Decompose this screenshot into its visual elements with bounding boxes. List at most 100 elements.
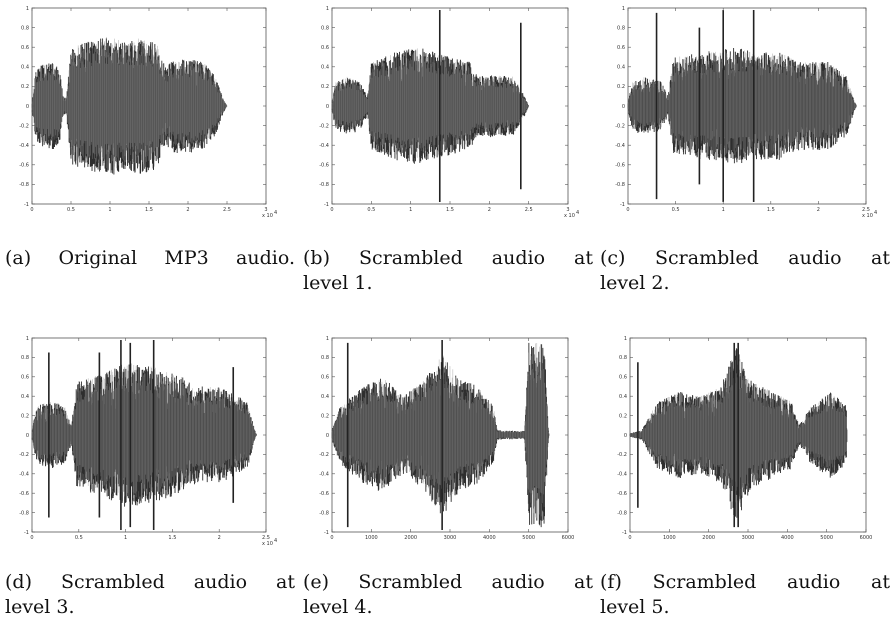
y-tick-label-9: 0.8: [617, 25, 625, 31]
caption-f-line1: (f) Scrambled audio at: [600, 570, 890, 595]
caption-c-line2: level 2.: [600, 272, 670, 294]
x-tick-label-4: 2: [488, 207, 491, 213]
caption-e-text: Scrambled audio at: [358, 571, 593, 593]
caption-b-line2: level 1.: [303, 272, 373, 294]
x-tick-label-6: 3: [264, 207, 267, 213]
y-tick-label-7: 0.4: [21, 65, 29, 71]
y-tick-label-2: -0.6: [615, 163, 625, 169]
y-tick-label-6: 0.2: [21, 413, 29, 419]
y-tick-label-8: 0.6: [21, 45, 29, 51]
x-multiplier-exponent: 4: [576, 210, 579, 216]
x-tick-label-1: 0.5: [367, 207, 375, 213]
y-tick-label-3: -0.4: [19, 472, 29, 478]
y-tick-label-4: -0.2: [319, 452, 329, 458]
x-multiplier: x 10: [862, 213, 873, 219]
y-tick-label-5: 0: [624, 433, 627, 439]
caption-d-text: Scrambled audio at: [61, 571, 296, 593]
x-multiplier-exponent: 4: [274, 210, 277, 216]
y-tick-label-3: -0.4: [615, 143, 625, 149]
x-tick-label-5: 5000: [820, 535, 833, 541]
caption-d-line2: level 3.: [5, 596, 75, 618]
caption-b: (b) Scrambled audio at level 1.: [303, 246, 593, 296]
x-tick-label-1: 0.5: [67, 207, 75, 213]
panel-d: -1 -0.8 -0.6 -0.4 -0.2 0 0.2 0.4 0.6 0.8 1 0 0.5 1 1.5…: [0, 332, 290, 552]
y-tick-label-2: -0.6: [19, 491, 29, 497]
y-tick-label-5: 0: [26, 104, 29, 110]
y-tick-label-9: 0.8: [21, 355, 29, 361]
x-tick-label-3: 1.5: [446, 207, 454, 213]
y-tick-label-9: 0.8: [321, 25, 329, 31]
y-tick-label-0: -1: [324, 202, 329, 208]
caption-c-text: Scrambled audio at: [655, 247, 890, 269]
x-tick-label-6: 6000: [562, 535, 575, 541]
caption-c: (c) Scrambled audio at level 2.: [600, 246, 890, 296]
x-tick-label-1: 1000: [365, 535, 378, 541]
caption-f-tag: (f): [600, 571, 622, 593]
y-tick-label-10: 1: [26, 6, 29, 12]
caption-d: (d) Scrambled audio at level 3.: [5, 570, 295, 620]
x-tick-label-2: 2000: [404, 535, 417, 541]
y-tick-label-5: 0: [326, 104, 329, 110]
x-tick-label-5: 2.5: [223, 207, 231, 213]
x-tick-label-5: 2.5: [525, 207, 533, 213]
x-tick-label-6: 6000: [860, 535, 873, 541]
y-tick-label-9: 0.8: [321, 355, 329, 361]
x-tick-label-2: 2000: [702, 535, 715, 541]
y-tick-label-3: -0.4: [19, 143, 29, 149]
caption-d-line1: (d) Scrambled audio at: [5, 570, 295, 595]
caption-b-tag: (b): [303, 247, 330, 269]
x-tick-label-2: 1: [722, 207, 725, 213]
x-tick-label-0: 0: [628, 535, 631, 541]
x-tick-label-1: 0.5: [75, 535, 83, 541]
panel-f: -1 -0.8 -0.6 -0.4 -0.2 0 0.2 0.4 0.6 0.8 1 0 1000 200…: [600, 332, 890, 552]
caption-e-line2: level 4.: [303, 596, 373, 618]
x-tick-label-3: 1.5: [168, 535, 176, 541]
x-multiplier: x 10: [262, 541, 273, 547]
caption-e-tag: (e): [303, 571, 330, 593]
y-tick-label-6: 0.2: [21, 84, 29, 90]
y-tick-label-1: -0.8: [617, 510, 627, 516]
y-tick-label-10: 1: [326, 6, 329, 12]
x-multiplier-exponent: 4: [874, 210, 877, 216]
x-tick-label-0: 0: [30, 207, 33, 213]
x-tick-label-5: 2.5: [262, 535, 270, 541]
waveform-chart-b: -1 -0.8 -0.6 -0.4 -0.2 0 0.2 0.4 0.6 0.8 1 0 0.5 1 1.5…: [319, 6, 579, 219]
caption-a-text: Original MP3 audio.: [58, 247, 295, 269]
y-tick-label-8: 0.6: [21, 375, 29, 381]
panel-e: -1 -0.8 -0.6 -0.4 -0.2 0 0.2 0.4 0.6 0.8 1 0 1000 200…: [300, 332, 590, 552]
y-tick-label-9: 0.8: [619, 355, 627, 361]
y-tick-label-5: 0: [326, 433, 329, 439]
y-tick-label-5: 0: [26, 433, 29, 439]
x-tick-label-1: 0.5: [672, 207, 680, 213]
y-tick-label-6: 0.2: [321, 84, 329, 90]
y-tick-label-0: -1: [24, 202, 29, 208]
y-tick-label-0: -1: [622, 530, 627, 536]
x-tick-label-0: 0: [30, 535, 33, 541]
waveform-chart-c: -1 -0.8 -0.6 -0.4 -0.2 0 0.2 0.4 0.6 0.8 1 0 0.5 1 1.5…: [615, 6, 877, 219]
y-tick-label-1: -0.8: [19, 182, 29, 188]
x-tick-label-4: 2: [817, 207, 820, 213]
y-tick-label-10: 1: [326, 336, 329, 342]
caption-e-line1: (e) Scrambled audio at: [303, 570, 593, 595]
x-tick-label-1: 1000: [663, 535, 676, 541]
x-tick-label-0: 0: [330, 535, 333, 541]
y-tick-label-7: 0.4: [619, 394, 627, 400]
x-tick-label-3: 1.5: [767, 207, 775, 213]
y-tick-label-10: 1: [624, 336, 627, 342]
y-tick-label-0: -1: [24, 530, 29, 536]
y-tick-label-7: 0.4: [321, 394, 329, 400]
x-tick-label-6: 3: [566, 207, 569, 213]
y-tick-label-0: -1: [620, 202, 625, 208]
caption-f-text: Scrambled audio at: [652, 571, 890, 593]
y-tick-label-8: 0.6: [321, 375, 329, 381]
y-tick-label-4: -0.2: [19, 452, 29, 458]
caption-b-line1: (b) Scrambled audio at: [303, 246, 593, 271]
x-tick-label-2: 1: [409, 207, 412, 213]
waveform-chart-a: -1 -0.8 -0.6 -0.4 -0.2 0 0.2 0.4 0.6 0.8 1 0 0.5 1 1.5…: [19, 6, 277, 219]
panel-c: -1 -0.8 -0.6 -0.4 -0.2 0 0.2 0.4 0.6 0.8 1 0 0.5 1 1.5…: [600, 0, 890, 225]
x-tick-label-3: 1.5: [145, 207, 153, 213]
y-tick-label-7: 0.4: [617, 65, 625, 71]
caption-f-line2: level 5.: [600, 596, 670, 618]
x-tick-label-2: 1: [124, 535, 127, 541]
y-tick-label-5: 0: [622, 104, 625, 110]
